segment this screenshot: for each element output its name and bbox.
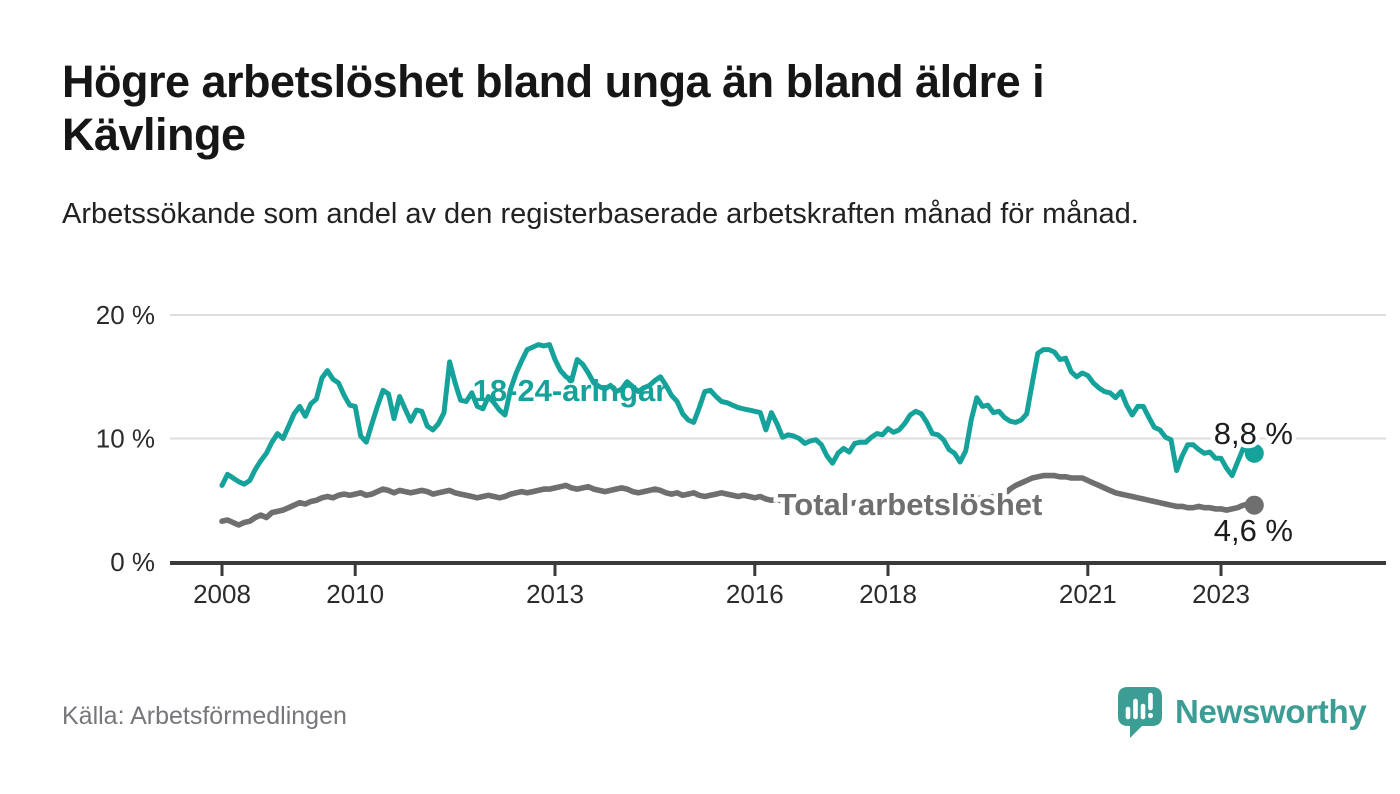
series-end-value-0: 8,8 % <box>1214 416 1293 451</box>
x-tick-label: 2018 <box>859 579 917 609</box>
newsworthy-logo: Newsworthy <box>1115 684 1367 740</box>
series-label-0: 18-24-åringar <box>473 373 668 408</box>
x-tick-label: 2013 <box>526 579 584 609</box>
x-tick-label: 2021 <box>1059 579 1117 609</box>
chart-title: Högre arbetslöshet bland unga än bland ä… <box>62 56 1045 160</box>
unemployment-line-chart: 0 % 10 % 20 % 2008 2010 2013 2016 2018 2021 2023 1… <box>96 300 1386 609</box>
series-line-0 <box>219 342 1257 488</box>
series-end-dot-1 <box>1244 495 1264 515</box>
x-tick-label: 2008 <box>193 579 251 609</box>
y-tick-label: 0 % <box>110 547 155 577</box>
newsworthy-logo-text: Newsworthy <box>1175 693 1367 730</box>
x-tick-label: 2016 <box>726 579 784 609</box>
y-tick-label: 20 % <box>96 300 155 330</box>
series-end-dot-0 <box>1244 443 1264 463</box>
chart-subtitle: Arbetssökande som andel av den registerb… <box>62 198 1139 230</box>
source-note: Källa: Arbetsförmedlingen <box>62 702 347 730</box>
series-line-1 <box>219 472 1258 528</box>
newsworthy-logo-icon <box>1118 687 1162 738</box>
series-end-value-1: 4,6 % <box>1214 513 1293 548</box>
y-tick-label: 10 % <box>96 424 155 454</box>
series-label-1: Total arbetslöshet <box>778 487 1043 522</box>
x-tick-label: 2010 <box>326 579 384 609</box>
x-tick-label: 2023 <box>1192 579 1250 609</box>
